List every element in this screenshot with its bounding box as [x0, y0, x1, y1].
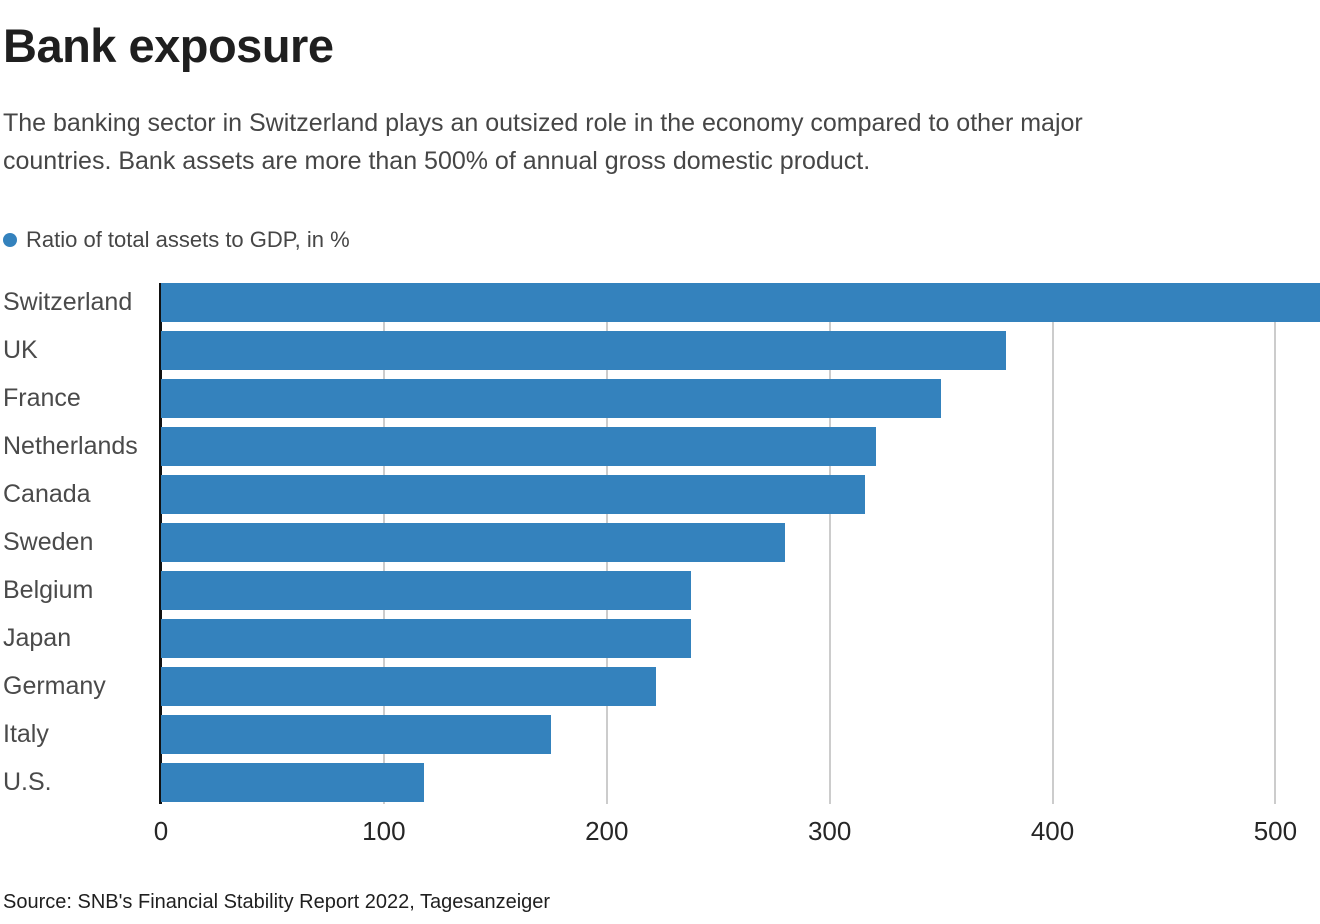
gridline	[1051, 283, 1054, 804]
axis-baseline	[159, 283, 162, 804]
x-tick-label: 0	[153, 816, 169, 846]
category-label: Canada	[3, 480, 91, 508]
subtitle-line-2: countries. Bank assets are more than 500…	[3, 147, 871, 175]
subtitle-line-1: The banking sector in Switzerland plays …	[3, 109, 1083, 137]
x-tick-label: 200	[585, 816, 629, 846]
category-label: Japan	[3, 624, 72, 652]
gridline	[828, 283, 831, 804]
chart-title: Bank exposure	[3, 19, 334, 72]
x-tick-label: 400	[1030, 816, 1075, 846]
bar-japan	[161, 619, 692, 658]
bar-canada	[161, 475, 866, 514]
legend: Ratio of total assets to GDP, in %	[3, 227, 350, 253]
category-label: Germany	[3, 672, 106, 700]
bar-switzerland	[161, 283, 1320, 322]
bar-belgium	[161, 571, 692, 610]
category-label: Switzerland	[3, 288, 133, 316]
legend-label: Ratio of total assets to GDP, in %	[26, 227, 350, 252]
category-label: Italy	[3, 720, 49, 748]
bar-uk	[161, 331, 1006, 370]
legend-dot-icon	[3, 233, 17, 247]
category-label: Sweden	[3, 528, 94, 556]
bar-chart: Switzerland UK France Netherlands Canada Swed…	[0, 283, 1320, 863]
x-tick-label: 500	[1253, 816, 1298, 846]
bar-netherlands	[161, 427, 877, 466]
gridline	[1274, 283, 1277, 804]
bar-sweden	[161, 523, 786, 562]
bar-germany	[161, 667, 656, 706]
bar-italy	[161, 715, 552, 754]
category-label: UK	[3, 336, 38, 364]
x-tick-label: 300	[807, 816, 852, 846]
source-note: Source: SNB's Financial Stability Report…	[3, 891, 551, 913]
bar-france	[161, 379, 942, 418]
category-label: France	[3, 384, 81, 412]
category-labels: Switzerland UK France Netherlands Canada Swed…	[3, 283, 158, 803]
category-label: U.S.	[3, 768, 52, 796]
x-tick-label: 100	[362, 816, 406, 846]
x-axis: 0 100 200 300 400 500	[154, 816, 1320, 850]
category-label: Netherlands	[3, 432, 138, 460]
bar-us	[161, 763, 424, 802]
plot-area	[159, 283, 1320, 804]
chart-subtitle: The banking sector in Switzerland plays …	[3, 104, 1083, 180]
category-label: Belgium	[3, 576, 94, 604]
